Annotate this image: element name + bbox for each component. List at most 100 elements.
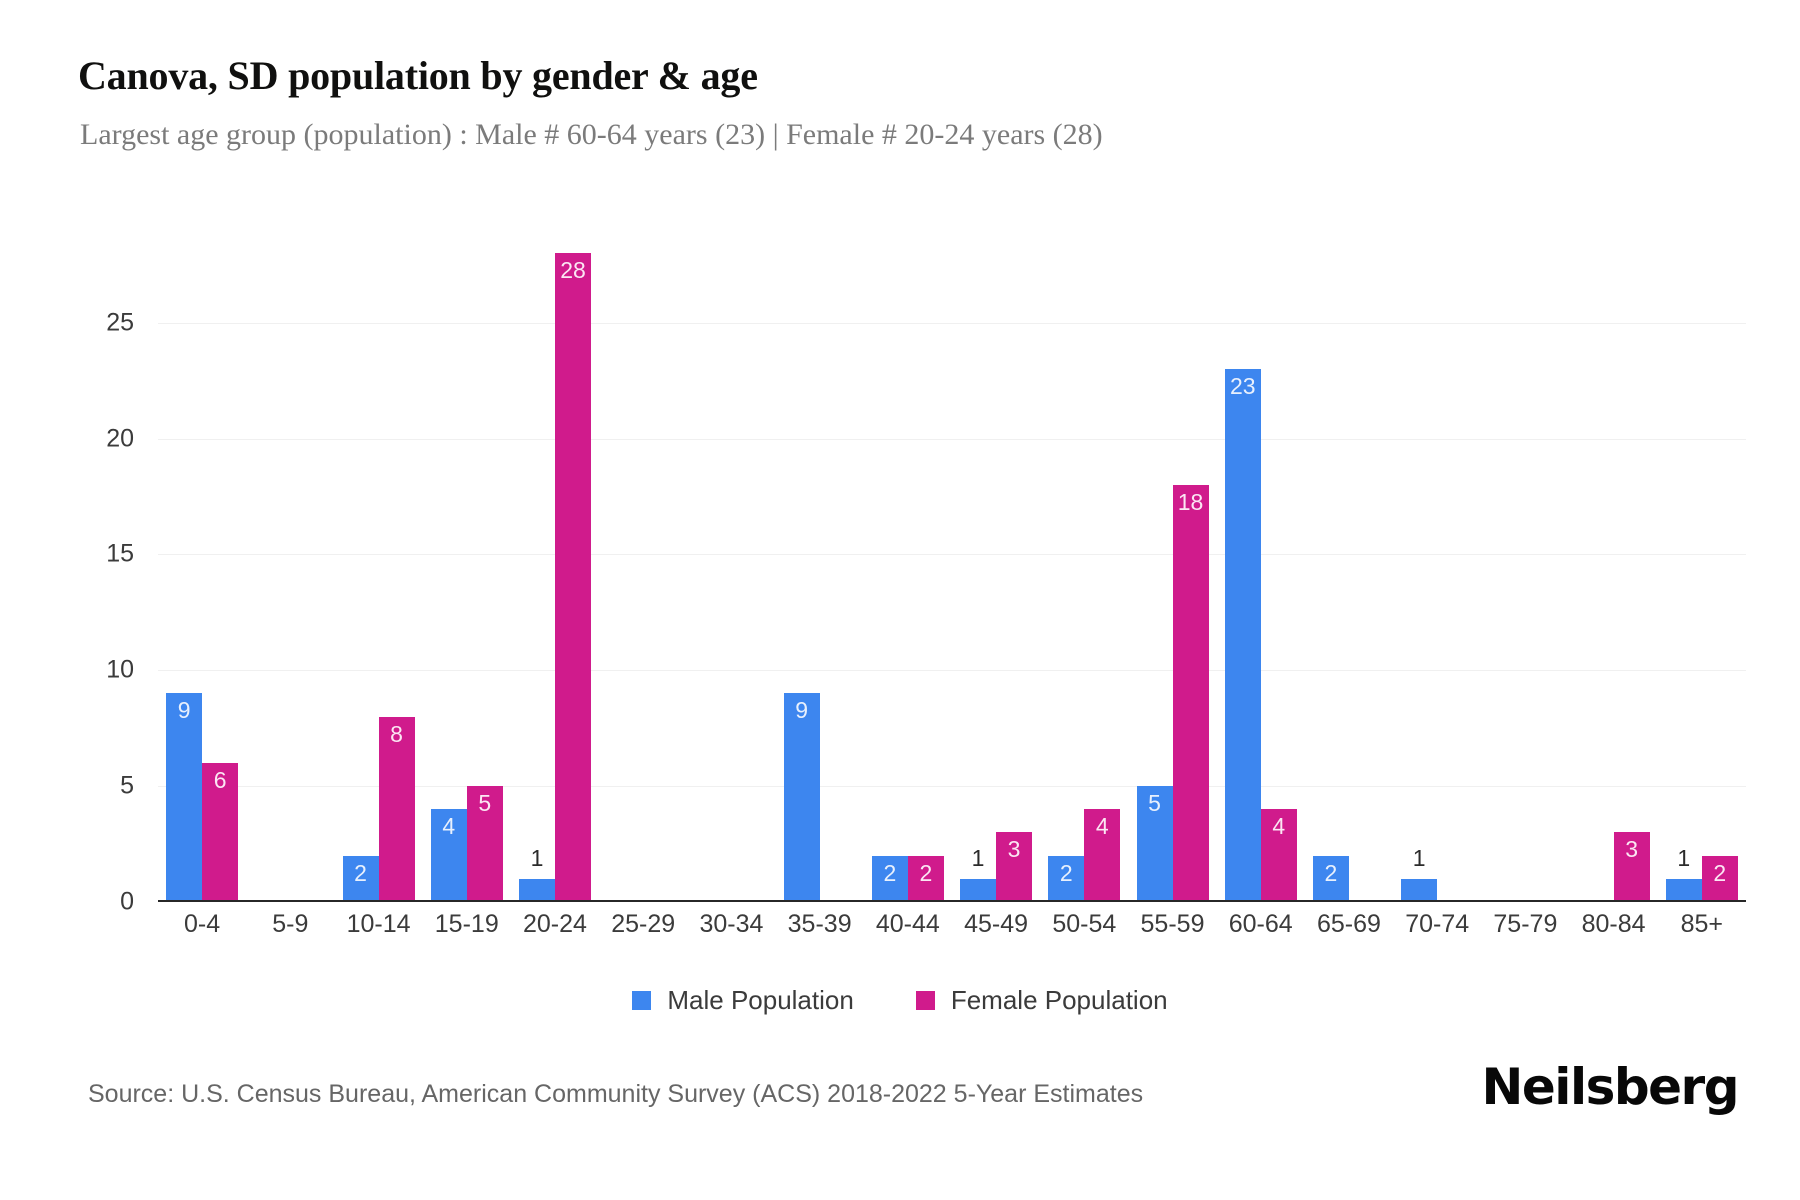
male-bar[interactable]: 4	[430, 809, 467, 902]
x-axis-tick-label: 50-54	[1052, 910, 1117, 938]
x-axis-tick-label: 55-59	[1140, 910, 1205, 938]
male-bar[interactable]: 1	[518, 846, 555, 902]
male-bar[interactable]: 2	[1048, 855, 1085, 902]
bar-value-label: 2	[354, 859, 367, 886]
male-bar[interactable]: 2	[871, 855, 908, 902]
x-axis-line	[158, 900, 1746, 902]
female-bar[interactable]: 2	[1701, 855, 1738, 902]
x-axis-tick-label: 35-39	[787, 910, 852, 938]
bar-value-label: 5	[478, 790, 492, 817]
bar-group: 5 18	[1128, 230, 1216, 902]
legend-item[interactable]: Male Population	[632, 985, 854, 1016]
bar-group: 3	[1570, 230, 1658, 902]
female-bar[interactable]: 28	[554, 253, 591, 902]
male-bar[interactable]: 2	[1312, 855, 1349, 902]
bar-value-label: 2	[919, 859, 933, 886]
male-bar[interactable]: 23	[1224, 369, 1261, 902]
bar-value-label: 4	[1272, 813, 1286, 840]
female-bar[interactable]: 8	[378, 716, 415, 902]
male-bar[interactable]: 9	[783, 693, 820, 902]
x-axis-tick-label: 0-4	[184, 910, 221, 938]
x-axis-labels: 0-4 5-9 10-14 15-19 20-24 25-29 30-34 35-39 40-4…	[158, 910, 1746, 939]
male-bar[interactable]: 2	[342, 855, 379, 902]
page-subtitle: Largest age group (population) : Male # …	[80, 118, 1103, 151]
gridline	[158, 670, 1746, 672]
male-bar[interactable]: 1	[960, 846, 997, 902]
x-axis-tick-label: 75-79	[1493, 910, 1558, 938]
page-title: Canova, SD population by gender & age	[78, 53, 758, 98]
x-axis-tick-label: 45-49	[964, 910, 1029, 938]
bar-group: 1 28	[511, 230, 599, 902]
bar-group: 1	[1393, 230, 1481, 902]
male-bar[interactable]: 9	[166, 693, 203, 902]
x-axis-tick-label: 5-9	[272, 910, 309, 938]
bar-value-label: 2	[1324, 859, 1338, 886]
x-axis-tick-label: 80-84	[1581, 910, 1646, 938]
female-bar[interactable]: 2	[907, 855, 944, 902]
x-axis-tick-label: 65-69	[1316, 910, 1381, 938]
bar-group: 23 4	[1217, 230, 1305, 902]
bar-value-label: 2	[1059, 859, 1073, 886]
gridline	[158, 438, 1746, 440]
legend-swatch-icon	[632, 991, 652, 1010]
female-bar[interactable]: 6	[202, 762, 239, 902]
bar-group: 2	[1305, 230, 1393, 902]
female-bar[interactable]: 3	[1613, 832, 1650, 902]
y-axis-tick-label: 20	[106, 424, 134, 453]
legend-swatch-icon	[915, 991, 935, 1010]
bar-value-label: 28	[560, 257, 586, 284]
male-bar[interactable]: 5	[1136, 786, 1173, 902]
bar-group	[246, 230, 334, 902]
y-axis-tick-label: 25	[106, 308, 134, 337]
bar-value-label: 2	[883, 859, 897, 886]
male-bar[interactable]: 1	[1665, 846, 1702, 902]
female-bar[interactable]: 3	[996, 832, 1033, 902]
x-axis-tick-label: 70-74	[1405, 910, 1470, 938]
bar-value-label: 6	[213, 766, 227, 793]
chart-legend: Male Population Female Population	[0, 985, 1800, 1016]
bar-value-label: 23	[1229, 373, 1256, 400]
x-axis-tick-label: 30-34	[699, 910, 764, 938]
bar-value-label: 2	[1713, 859, 1727, 886]
legend-item[interactable]: Female Population	[915, 985, 1168, 1016]
bar-value-label: 9	[795, 697, 809, 724]
x-axis-tick-label: 40-44	[875, 910, 940, 938]
bar-value-label: 9	[177, 697, 191, 724]
x-axis-tick-label: 85+	[1680, 910, 1724, 938]
bar-value-label: 3	[1007, 836, 1021, 863]
y-axis-tick-label: 5	[120, 771, 134, 800]
female-bar[interactable]: 18	[1172, 484, 1209, 902]
bar-group	[599, 230, 687, 902]
plot-area: 0 5 10 15 20 25 9 6 2 8 4 5 1 28 9 2 2 1 3 2 4 5 18 23 4 2 1 3 1 2	[106, 230, 1746, 916]
bar-value-label: 4	[442, 813, 456, 840]
gridline	[158, 554, 1746, 556]
bar-value-label: 4	[1095, 813, 1109, 840]
y-axis-tick-label: 15	[106, 539, 134, 568]
bar-value-label: 1	[1412, 844, 1426, 871]
legend-label: Female Population	[950, 985, 1168, 1015]
male-bar[interactable]: 1	[1401, 846, 1438, 902]
legend-label: Male Population	[667, 985, 854, 1015]
bar-value-label: 1	[971, 844, 985, 871]
female-bar[interactable]: 5	[466, 786, 503, 902]
bar-groups: 9 6 2 8 4 5 1 28 9 2 2 1 3 2 4 5 18 23 4 2 1 3 1 2	[158, 230, 1746, 902]
x-axis-tick-label: 10-14	[346, 910, 411, 938]
x-axis-tick-label: 60-64	[1228, 910, 1293, 938]
gridline	[158, 322, 1746, 324]
female-bar[interactable]: 4	[1084, 809, 1121, 902]
bar-value-label: 8	[390, 720, 403, 747]
brand-logo: Neilsberg	[1481, 1058, 1740, 1116]
bar-value-label: 1	[1677, 844, 1691, 871]
gridline	[158, 786, 1746, 788]
bar-group: 9	[776, 230, 864, 902]
x-axis-tick-label: 25-29	[611, 910, 676, 938]
female-bar[interactable]: 4	[1260, 809, 1297, 902]
